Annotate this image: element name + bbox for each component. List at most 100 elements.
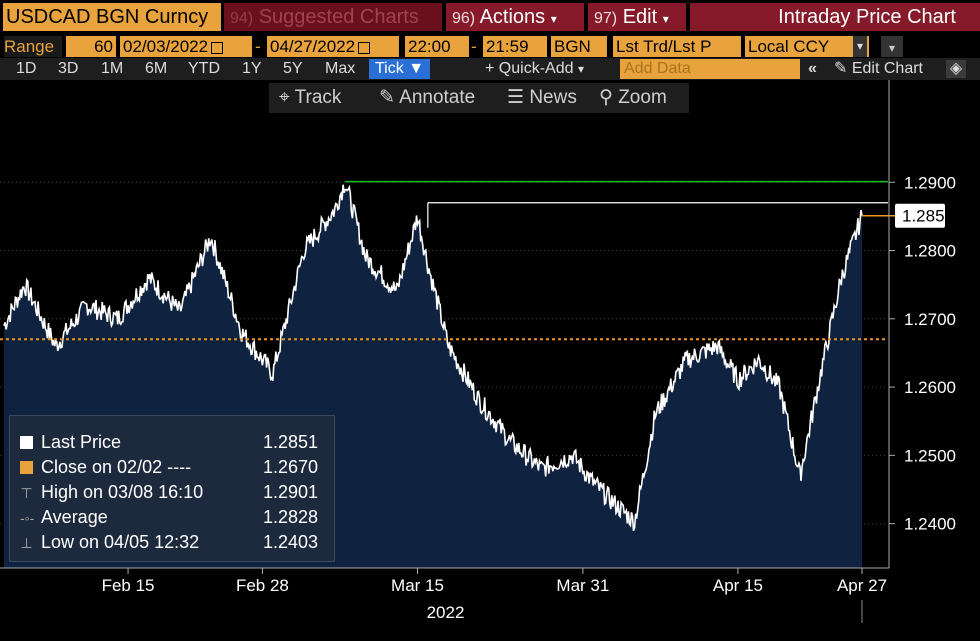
period-6m[interactable]: 6M [145, 60, 168, 77]
range-dash: - [255, 37, 261, 56]
legend-value: 1.2670 [263, 457, 319, 477]
track-label: Track [294, 87, 342, 108]
start-date-field[interactable]: 02/03/2022 [120, 36, 252, 57]
title-bar: USDCAD BGN Curncy 94) Suggested Charts 9… [0, 0, 980, 33]
end-date-text: 04/27/2022 [270, 37, 356, 56]
period-1m[interactable]: 1M [101, 60, 124, 77]
pencil-icon: ✎ [834, 60, 848, 77]
end-date-field[interactable]: 04/27/2022 [267, 36, 399, 57]
ticker-field[interactable]: USDCAD BGN Curncy [3, 3, 221, 31]
suggested-charts-button[interactable]: 94) Suggested Charts [224, 3, 442, 31]
tick-label: Tick [375, 60, 404, 77]
filter-dropdown[interactable]: ▾ [881, 36, 903, 57]
legend-value: 1.2901 [263, 482, 319, 502]
actions-label: Actions [479, 6, 546, 28]
market-field[interactable]: Lst Trd/Lst P [613, 36, 741, 57]
legend-label: Average [41, 507, 108, 527]
period-1d[interactable]: 1D [16, 60, 37, 77]
legend-label: Last Price [41, 432, 122, 452]
high-icon: ⊤ [20, 485, 33, 501]
chart-settings-button[interactable]: ◈ [946, 60, 966, 78]
actions-num: 96) [452, 10, 476, 27]
chevron-down-icon: ▾ [853, 36, 867, 57]
chart-toolbar: ⌖ Track ✎ Annotate ☰ News ⚲ Zoom [269, 83, 689, 113]
legend-item-average[interactable]: -◦- Average [20, 505, 108, 529]
chevron-down-icon: ▾ [577, 62, 584, 76]
x-tick-label: Feb 28 [236, 576, 289, 595]
currency-text: Local CCY [748, 37, 830, 56]
y-axis: 1.2400 1.2500 1.2600 1.2700 1.2800 1.2900 1.28… [888, 80, 956, 568]
legend-label: Close on 02/02 ---- [41, 457, 192, 477]
time-dash: - [471, 37, 477, 56]
annotate-label: Annotate [399, 87, 476, 108]
chevron-down-icon: ▾ [550, 12, 557, 26]
period-ytd[interactable]: YTD [188, 60, 220, 77]
collapse-icon[interactable]: « [808, 60, 817, 77]
annotate-button[interactable]: ✎ Annotate [379, 83, 475, 113]
range-bar: Range 60 02/03/2022 - 04/27/2022 22:00 -… [0, 34, 980, 58]
legend-item-high[interactable]: ⊤ High on 03/08 16:10 [20, 480, 203, 504]
period-max[interactable]: Max [325, 60, 356, 77]
actions-menu[interactable]: 96) Actions ▾ [446, 3, 584, 31]
calendar-icon[interactable] [358, 41, 371, 54]
x-tick-label: Mar 15 [391, 576, 444, 595]
reference-lines [0, 180, 895, 341]
x-tick-label: Apr 15 [713, 576, 763, 595]
edit-chart-button[interactable]: ✎ Edit Chart [834, 59, 923, 79]
legend-value: 1.2828 [263, 507, 319, 527]
magnifier-icon: ⚲ [599, 87, 613, 108]
end-time-field[interactable]: 21:59 [483, 36, 547, 57]
y-tick-label: 1.2600 [904, 378, 956, 397]
edit-chart-label: Edit Chart [851, 60, 923, 77]
x-tick-label: Apr 27 [837, 576, 887, 595]
y-tick-label: 1.2700 [904, 310, 956, 329]
zoom-button[interactable]: ⚲ Zoom [599, 83, 667, 113]
period-5y[interactable]: 5Y [283, 60, 303, 77]
legend-item-close[interactable]: Close on 02/02 ---- [20, 455, 191, 479]
suggested-label: Suggested Charts [258, 6, 419, 28]
price-line [3, 184, 863, 532]
last-price-tag-bg [895, 203, 945, 228]
legend-item-low[interactable]: ⊥ Low on 04/05 12:32 [20, 530, 199, 554]
edit-menu[interactable]: 97) Edit ▾ [588, 3, 686, 31]
start-time-field[interactable]: 22:00 [405, 36, 469, 57]
period-3d[interactable]: 3D [58, 60, 79, 77]
crosshair-icon: ⌖ [279, 87, 290, 108]
y-tick-label: 1.2900 [904, 173, 956, 192]
source-field[interactable]: BGN [551, 36, 607, 57]
last-price-tag: 1.2851 [895, 203, 954, 228]
legend-value: 1.2851 [263, 432, 319, 452]
range-label: Range [4, 36, 62, 57]
add-data-input[interactable]: Add Data [620, 59, 800, 79]
news-button[interactable]: ☰ News [507, 83, 577, 113]
news-icon: ☰ [507, 87, 525, 108]
chevron-down-icon: ▾ [888, 41, 896, 55]
period-1y[interactable]: 1Y [242, 60, 262, 77]
zoom-label: Zoom [618, 87, 667, 108]
calendar-icon[interactable] [211, 41, 224, 54]
white-square-icon [20, 436, 33, 449]
chevron-down-icon: ▼ [408, 60, 425, 77]
x-axis: Feb 15 Feb 28 Mar 15 Mar 31 Apr 15 Apr 27 2022 [0, 567, 889, 623]
news-label: News [529, 87, 577, 108]
y-tick-label: 1.2500 [904, 446, 956, 465]
pencil-icon: ✎ [379, 87, 395, 108]
orange-square-icon [20, 461, 33, 474]
period-toolbar: 1D 3D 1M 6M YTD 1Y 5Y Max Tick ▼ + Quick… [0, 58, 980, 80]
x-year-label: 2022 [427, 603, 465, 622]
legend-label: High on 03/08 16:10 [41, 482, 204, 502]
legend-item-last-price[interactable]: Last Price [20, 430, 121, 454]
period-field[interactable]: 60 [66, 36, 116, 57]
track-button[interactable]: ⌖ Track [279, 83, 341, 113]
low-icon: ⊥ [20, 535, 33, 551]
edit-label: Edit [622, 6, 658, 28]
layers-icon: ◈ [949, 60, 963, 77]
quick-add-button[interactable]: + Quick-Add ▾ [485, 59, 584, 79]
legend-label: Low on 04/05 12:32 [41, 532, 200, 552]
currency-field[interactable]: Local CCY ▾ [745, 36, 869, 57]
last-price-tag-label: 1.2851 [902, 207, 954, 226]
edit-num: 97) [594, 10, 618, 27]
legend: Last Price 1.2851 Close on 02/02 ---- 1.… [9, 415, 335, 562]
tick-button[interactable]: Tick ▼ [369, 59, 431, 79]
x-tick-label: Mar 31 [556, 576, 609, 595]
